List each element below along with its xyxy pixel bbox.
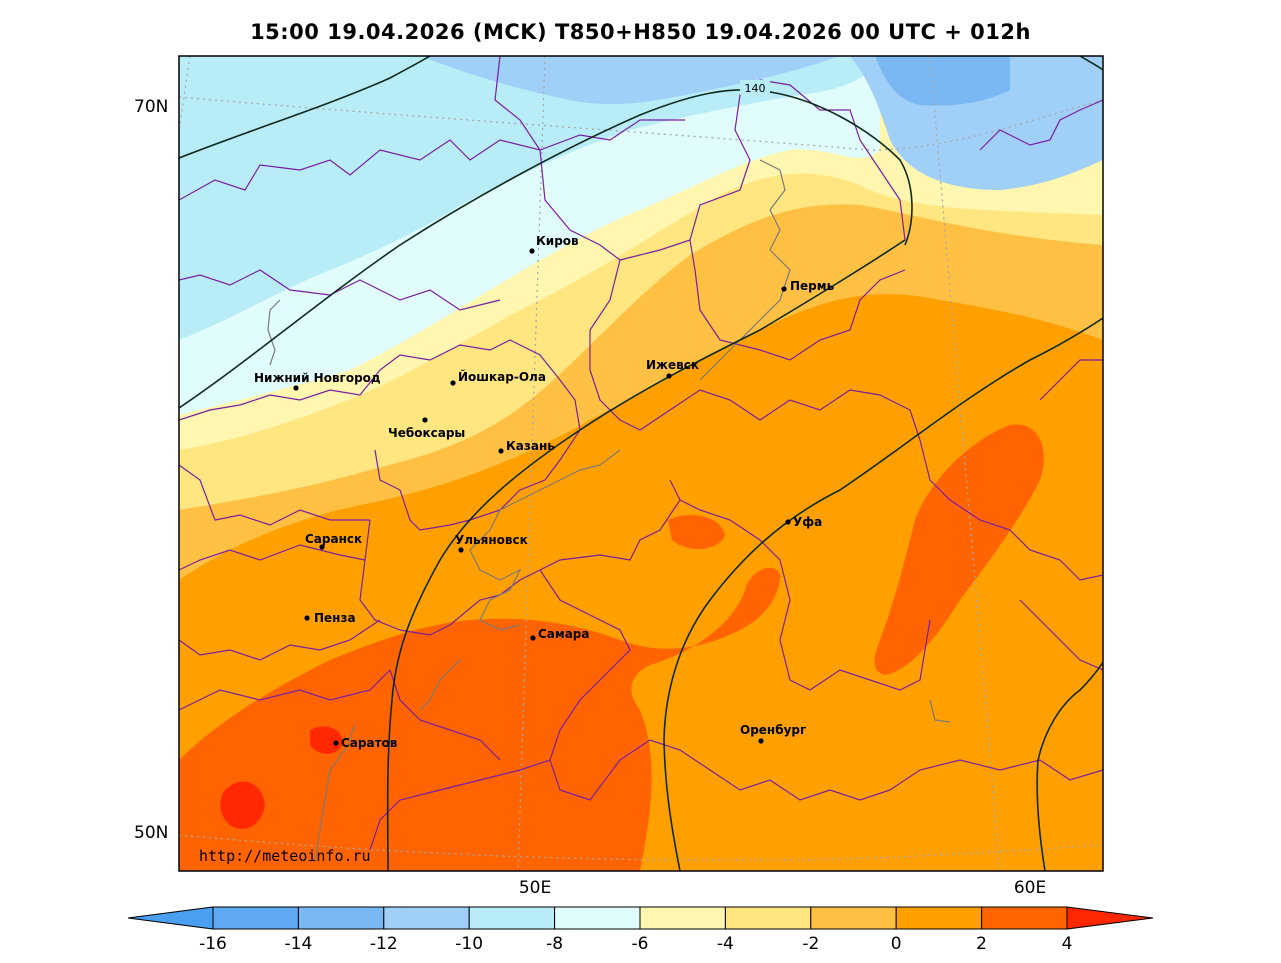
contour-label: 140 [745, 82, 766, 95]
colorbar-segment [724, 906, 812, 930]
rivers [267, 159, 951, 861]
city-label-kazan: Казань [506, 439, 555, 453]
city-label-penza: Пенза [314, 611, 356, 625]
city-label-cheboksary: Чебоксары [388, 426, 465, 440]
city-marker-saransk [319, 544, 325, 550]
city-marker-cheboksary [422, 417, 428, 423]
city-marker-ulyanovsk [458, 547, 464, 553]
city-label-ufa: Уфа [793, 515, 822, 529]
colorbar-tick-label: -16 [199, 934, 227, 954]
city-label-nizhny-novgorod: Нижний Новгород [254, 371, 381, 385]
colorbar-tick-label: 4 [1062, 934, 1073, 954]
colorbar-tick-label: 2 [976, 934, 987, 954]
colorbar-segment [468, 906, 556, 930]
colorbar-tick-label: -14 [285, 934, 313, 954]
height-contours [179, 56, 1103, 871]
colorbar-segment [981, 906, 1068, 930]
city-label-ulyanovsk: Ульяновск [455, 533, 528, 547]
city-marker-perm [781, 286, 787, 292]
colorbar-tick-label: 0 [891, 934, 902, 954]
city-marker-yoshkar-ola [450, 380, 456, 386]
colorbar-ticks: -16 -14 -12 -10 -8 -6 -4 -2 0 2 4 [199, 934, 1072, 954]
colorbar: -16 -14 -12 -10 -8 -6 -4 -2 0 2 4 [127, 906, 1154, 954]
city-marker-penza [304, 615, 310, 621]
city-label-kirov: Киров [536, 234, 579, 248]
colorbar-segments [127, 906, 1154, 930]
city-label-saratov: Саратов [341, 736, 398, 750]
lat-label-70n: 70N [134, 97, 168, 117]
city-label-yoshkar-ola: Йошкар-Ола [458, 369, 546, 384]
temperature-fill [179, 56, 1103, 871]
city-label-orenburg: Оренбург [740, 723, 806, 737]
city-marker-saratov [333, 740, 339, 746]
colorbar-segment [639, 906, 726, 930]
city-marker-ufa [785, 519, 791, 525]
colorbar-arrow-left [127, 906, 214, 930]
graticule [179, 56, 1103, 871]
colorbar-segment [554, 906, 641, 930]
colorbar-tick-label: -2 [802, 934, 819, 954]
city-label-samara: Самара [538, 627, 590, 641]
lon-label-50e: 50E [519, 878, 551, 898]
colorbar-tick-label: -4 [717, 934, 734, 954]
city-marker-kazan [498, 448, 504, 454]
city-marker-kirov [529, 248, 535, 254]
colorbar-segment [212, 906, 299, 930]
colorbar-tick-label: -6 [632, 934, 649, 954]
colorbar-segment [895, 906, 983, 930]
colorbar-segment [383, 906, 470, 930]
colorbar-segment [297, 906, 385, 930]
city-marker-orenburg [758, 738, 764, 744]
colorbar-tick-label: -8 [546, 934, 563, 954]
map-title: 15:00 19.04.2026 (MCK) T850+H850 19.04.2… [250, 20, 1031, 44]
map-frame [178, 55, 1104, 872]
city-label-saransk: Саранск [305, 532, 362, 546]
colorbar-tick-label: -10 [455, 934, 483, 954]
colorbar-segment [810, 906, 897, 930]
cities: Киров Пермь Нижний Новгород Йошкар-Ола И… [254, 234, 835, 750]
colorbar-tick-label: -12 [370, 934, 398, 954]
city-label-perm: Пермь [790, 279, 835, 293]
colorbar-arrow-right [1066, 906, 1154, 930]
contour-label-bg [740, 80, 770, 95]
lat-label-50n: 50N [134, 823, 168, 843]
city-marker-samara [530, 635, 536, 641]
city-label-izhevsk: Ижевск [646, 358, 699, 372]
city-marker-izhevsk [666, 373, 672, 379]
city-marker-nizhny-novgorod [293, 385, 299, 391]
source-url: http://meteoinfo.ru [199, 847, 371, 865]
lon-label-60e: 60E [1014, 878, 1046, 898]
